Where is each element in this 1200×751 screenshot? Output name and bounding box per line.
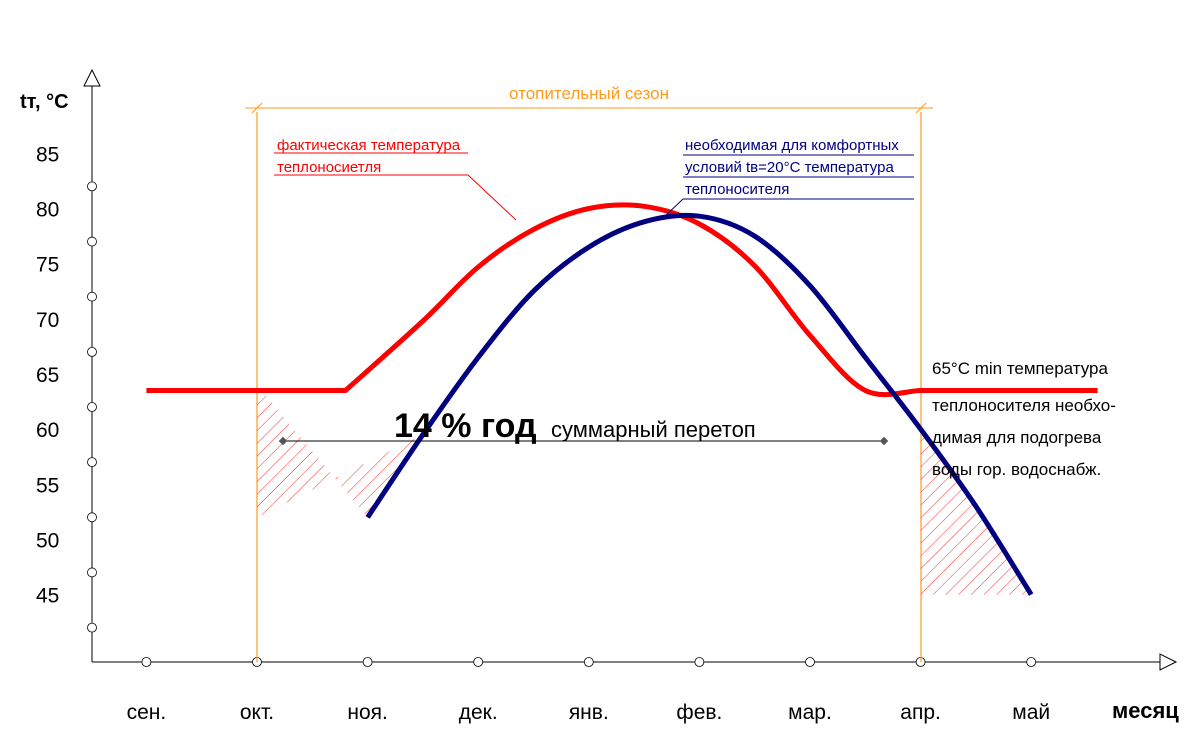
- y-tick-marker: [87, 567, 97, 578]
- x-tick-marker: [583, 657, 594, 667]
- x-tick-label: фев.: [676, 701, 722, 724]
- x-tick-label: май: [1012, 701, 1050, 724]
- x-axis-label: месяц: [1112, 698, 1179, 723]
- overheat-percent: 14 % год: [394, 407, 537, 445]
- x-ticks: сен. окт. ноя. дек. янв. фев. мар. апр. май: [127, 657, 1050, 724]
- y-tick-label: 75: [36, 254, 59, 277]
- y-ticks: 85 80 75 70 65 60 55 50 45: [36, 143, 97, 633]
- x-tick-marker: [805, 657, 815, 667]
- x-tick-label: сен.: [127, 701, 167, 724]
- required-label-line-2: условий tв=20°С температура: [685, 159, 894, 176]
- required-label-line-1: необходимая для комфортных: [685, 137, 899, 154]
- x-tick-marker: [362, 657, 373, 667]
- y-tick-label: 65: [36, 364, 59, 387]
- heating-season-label: отопительный сезон: [509, 84, 669, 103]
- y-tick-marker: [87, 346, 97, 357]
- overheat-area-right: [920, 385, 1032, 595]
- x-tick-label: апр.: [900, 701, 941, 724]
- x-tick-label: окт.: [240, 701, 274, 724]
- actual-temperature-callout: фактическая температура теплоносиетля: [274, 137, 517, 221]
- y-tick-marker: [87, 236, 97, 247]
- y-tick-marker: [87, 181, 97, 192]
- overheat-caption: суммарный перетоп: [551, 417, 756, 442]
- overheat-annotation: 14 % год суммарный перетоп: [394, 407, 756, 445]
- y-tick-label: 45: [36, 585, 59, 608]
- y-tick-label: 60: [36, 419, 59, 442]
- min-temperature-note: 65°С min температура теплоносителя необх…: [932, 359, 1116, 479]
- y-axis-label: tт, °С: [20, 91, 69, 113]
- y-tick-marker: [87, 457, 97, 468]
- min-note-line-3: димая для подогрева: [932, 428, 1102, 447]
- actual-label-line-1: фактическая температура: [277, 137, 461, 154]
- x-tick-marker: [694, 657, 705, 667]
- min-note-line-2: теплоносителя необхо-: [932, 396, 1116, 415]
- x-tick-marker: [473, 657, 484, 667]
- y-tick-marker: [87, 402, 97, 412]
- y-tick-marker: [87, 291, 97, 302]
- overheat-area-left: [257, 385, 423, 518]
- min-note-line-4: воды гор. водоснабж.: [932, 460, 1101, 479]
- x-tick-label: ноя.: [347, 701, 387, 724]
- x-axis: [92, 653, 1178, 671]
- x-tick-marker: [141, 657, 152, 667]
- actual-temperature-line: [146, 202, 1098, 398]
- required-temperature-line: [365, 212, 1034, 596]
- y-tick-label: 70: [36, 309, 59, 332]
- y-tick-label: 50: [36, 529, 59, 552]
- y-tick-marker: [87, 512, 97, 523]
- actual-label-line-2: теплоносиетля: [277, 159, 381, 176]
- y-tick-label: 85: [36, 143, 59, 166]
- x-tick-label: дек.: [459, 701, 498, 724]
- y-tick-label: 80: [36, 199, 59, 222]
- required-temperature-callout: необходимая для комфортных условий tв=20…: [661, 137, 914, 220]
- overheat-dimension: [278, 436, 889, 446]
- x-tick-marker: [1026, 657, 1037, 667]
- y-tick-marker: [87, 622, 97, 633]
- x-tick-label: янв.: [569, 701, 609, 724]
- min-note-line-1: 65°С min температура: [932, 359, 1108, 378]
- x-tick-label: мар.: [788, 701, 832, 724]
- required-label-line-3: теплоносителя: [685, 181, 789, 198]
- y-tick-label: 55: [36, 474, 59, 497]
